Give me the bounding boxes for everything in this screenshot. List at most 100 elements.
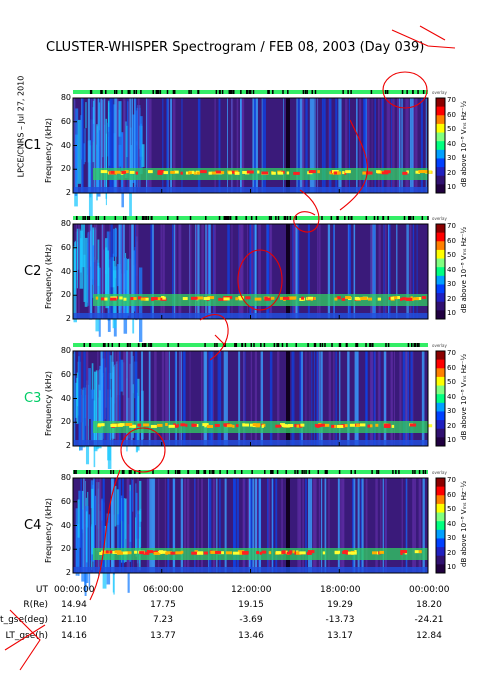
plasma-line-segment (202, 423, 209, 427)
plasma-line-segment (215, 170, 222, 174)
coverage-gap-mark (371, 470, 373, 474)
coverage-gap-mark (121, 90, 123, 94)
overlay-tag: overlay (432, 470, 447, 475)
emission-streak (231, 224, 233, 319)
coverage-gap-mark (221, 90, 224, 94)
emission-streak (160, 224, 162, 319)
emission-streak (85, 511, 88, 563)
ephemeris-value: 7.23 (152, 615, 174, 625)
colorbar-label: dB above 10⁻⁸ Vₘₛ Hz⁻½ (460, 353, 468, 440)
coverage-gap-mark (270, 216, 272, 220)
plasma-line-segment (237, 550, 245, 554)
coverage-gap-mark (224, 216, 227, 220)
colorbar-tick-label: 50 (447, 251, 456, 259)
plasma-line-segment (203, 297, 210, 301)
colorbar-segment (436, 158, 445, 168)
emission-streak (258, 478, 261, 573)
coverage-gap-mark (418, 343, 420, 347)
coverage-gap-mark (392, 470, 394, 474)
plasma-line-segment (125, 423, 133, 427)
plasma-line-segment (370, 424, 373, 428)
emission-streak (165, 351, 168, 446)
emission-streak (275, 478, 278, 573)
colorbar-tick-label: 40 (447, 519, 456, 528)
emission-streak (137, 98, 140, 193)
emission-streak (357, 478, 360, 573)
coverage-gap-mark (127, 90, 130, 94)
emission-streak (172, 98, 176, 193)
plasma-line-segment (347, 551, 355, 555)
emission-streak (413, 478, 417, 573)
plasma-line-segment (308, 170, 314, 174)
plasma-line-segment (146, 550, 154, 554)
emission-streak (405, 478, 407, 573)
coverage-gap-mark (167, 343, 169, 347)
coverage-gap-mark (413, 343, 416, 347)
emission-streak (158, 478, 160, 573)
plasma-line-segment (246, 170, 254, 174)
emission-streak (107, 351, 110, 446)
emission-streak (124, 121, 127, 179)
plasma-line-segment (307, 550, 315, 554)
plasma-line-segment (376, 170, 381, 174)
emission-streak (172, 478, 176, 573)
emission-streak (116, 98, 119, 193)
spectrogram-panel-c1: overlay C1 Frequency (kHz) 80 60 40 20 2 70 60 50 4… (0, 90, 479, 216)
plasma-line-segment (259, 551, 262, 555)
emission-streak (93, 98, 96, 193)
emission-streak (92, 107, 95, 142)
emission-streak (129, 98, 132, 193)
coverage-gap-mark (241, 343, 244, 347)
emission-streak (170, 98, 173, 193)
emission-streak (305, 351, 307, 446)
plasma-line-segment (278, 551, 284, 555)
emission-streak (208, 351, 211, 446)
emission-streak (260, 351, 264, 446)
coverage-gap-mark (317, 470, 320, 474)
emission-streak (100, 351, 103, 446)
coverage-gap-mark (321, 216, 323, 220)
plasma-line-segment (224, 423, 227, 427)
emission-streak (97, 351, 99, 446)
emission-streak (301, 98, 304, 193)
ephemeris-value: 14.94 (61, 600, 87, 610)
plasma-line-segment (104, 297, 108, 301)
emission-streak (348, 224, 351, 319)
coverage-gap-mark (88, 216, 91, 220)
emission-streak (81, 98, 84, 193)
emission-streak (352, 478, 354, 573)
coverage-gap-mark (410, 216, 412, 220)
colorbar-segment (436, 141, 445, 151)
emission-streak (119, 101, 121, 167)
coverage-gap-mark (187, 470, 189, 474)
plasma-line-segment (343, 550, 349, 554)
plasma-line-segment (116, 296, 119, 300)
plasma-line-segment (377, 170, 385, 174)
emission-streak (328, 351, 331, 446)
coverage-gap-mark (285, 470, 287, 474)
emission-streak (90, 389, 95, 441)
emission-streak (75, 108, 79, 181)
coverage-gap-mark (86, 470, 89, 474)
coverage-gap-mark (123, 470, 125, 474)
emission-streak (409, 98, 412, 193)
emission-streak (392, 98, 395, 193)
emission-streak (91, 245, 95, 285)
emission-streak (365, 351, 368, 446)
coverage-gap-mark (307, 343, 309, 347)
plasma-line-segment (203, 551, 208, 555)
plasma-line-segment (158, 170, 165, 174)
colorbar-segment (436, 411, 445, 421)
plasma-line-segment (129, 424, 137, 428)
plasma-line-segment (336, 171, 342, 175)
emission-streak (324, 478, 327, 573)
colorbar-tick-label: 60 (447, 490, 456, 499)
plasma-line-segment (235, 424, 239, 428)
coverage-gap-mark (253, 343, 255, 347)
coverage-gap-mark (211, 470, 213, 474)
coverage-gap-mark (247, 90, 249, 94)
emission-streak (250, 478, 253, 573)
coverage-gap-mark (103, 216, 106, 220)
emission-streak (375, 478, 378, 573)
emission-streak (88, 514, 91, 590)
